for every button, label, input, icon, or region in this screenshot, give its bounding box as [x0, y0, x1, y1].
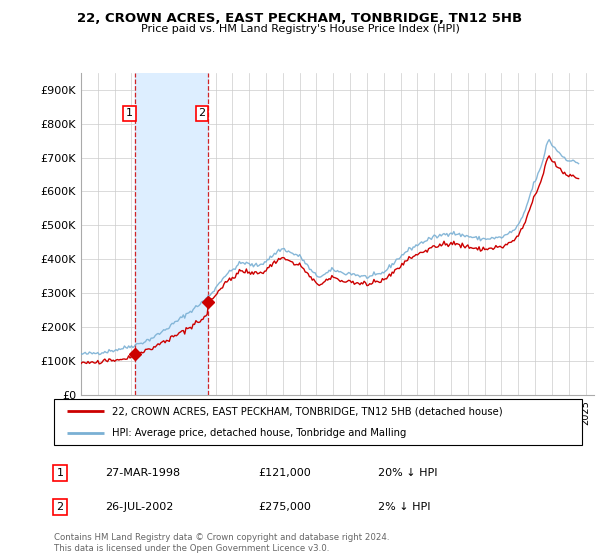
Text: 20% ↓ HPI: 20% ↓ HPI — [378, 468, 437, 478]
Text: £121,000: £121,000 — [258, 468, 311, 478]
Text: HPI: Average price, detached house, Tonbridge and Malling: HPI: Average price, detached house, Tonb… — [112, 428, 406, 438]
Text: 1: 1 — [126, 109, 133, 119]
Text: 22, CROWN ACRES, EAST PECKHAM, TONBRIDGE, TN12 5HB: 22, CROWN ACRES, EAST PECKHAM, TONBRIDGE… — [77, 12, 523, 25]
Text: 22, CROWN ACRES, EAST PECKHAM, TONBRIDGE, TN12 5HB (detached house): 22, CROWN ACRES, EAST PECKHAM, TONBRIDGE… — [112, 406, 503, 416]
Text: 1: 1 — [56, 468, 64, 478]
Text: £275,000: £275,000 — [258, 502, 311, 512]
Text: 27-MAR-1998: 27-MAR-1998 — [105, 468, 180, 478]
Text: 2: 2 — [56, 502, 64, 512]
Text: Price paid vs. HM Land Registry's House Price Index (HPI): Price paid vs. HM Land Registry's House … — [140, 24, 460, 34]
Bar — [136, 73, 208, 395]
Text: Contains HM Land Registry data © Crown copyright and database right 2024.
This d: Contains HM Land Registry data © Crown c… — [54, 533, 389, 553]
Text: 2: 2 — [199, 109, 206, 119]
FancyBboxPatch shape — [54, 399, 582, 445]
Text: 2% ↓ HPI: 2% ↓ HPI — [378, 502, 431, 512]
Text: 26-JUL-2002: 26-JUL-2002 — [105, 502, 173, 512]
